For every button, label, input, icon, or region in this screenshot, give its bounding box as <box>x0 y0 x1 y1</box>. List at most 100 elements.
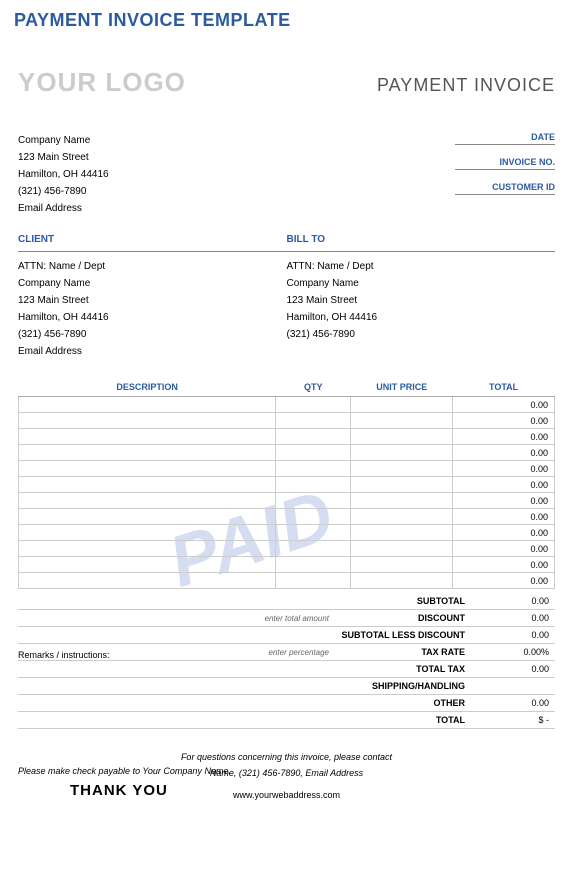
page-title: PAYMENT INVOICE TEMPLATE <box>0 0 573 31</box>
table-cell[interactable] <box>19 509 276 525</box>
totals-row: TOTAL TAX0.00 <box>18 661 555 678</box>
table-cell[interactable] <box>276 525 351 541</box>
table-cell[interactable] <box>19 525 276 541</box>
table-cell[interactable] <box>19 493 276 509</box>
table-cell[interactable] <box>276 445 351 461</box>
table-cell[interactable] <box>276 493 351 509</box>
footer-web: www.yourwebaddress.com <box>18 787 555 803</box>
table-cell[interactable] <box>351 493 453 509</box>
table-cell[interactable]: 0.00 <box>453 413 555 429</box>
table-cell[interactable] <box>276 429 351 445</box>
client-header: CLIENT <box>18 231 287 252</box>
table-cell[interactable] <box>19 397 276 413</box>
table-cell[interactable] <box>351 525 453 541</box>
billto-header: BILL TO <box>287 231 556 252</box>
table-cell[interactable]: 0.00 <box>453 541 555 557</box>
table-cell[interactable] <box>276 413 351 429</box>
totals-value: $ - <box>465 715 555 725</box>
customer-id-label: CUSTOMER ID <box>455 182 555 195</box>
table-cell[interactable] <box>351 509 453 525</box>
totals-label: SUBTOTAL LESS DISCOUNT <box>335 630 465 640</box>
totals-label: SUBTOTAL <box>335 596 465 606</box>
company-email: Email Address <box>18 200 109 217</box>
client-phone: (321) 456-7890 <box>18 326 287 343</box>
table-cell[interactable]: 0.00 <box>453 461 555 477</box>
billto-city: Hamilton, OH 44416 <box>287 309 556 326</box>
client-email: Email Address <box>18 343 287 360</box>
table-cell[interactable] <box>351 477 453 493</box>
table-row: 0.00 <box>19 525 555 541</box>
billto-street: 123 Main Street <box>287 292 556 309</box>
table-row: 0.00 <box>19 557 555 573</box>
table-row: 0.00 <box>19 413 555 429</box>
table-cell[interactable] <box>276 509 351 525</box>
logo-placeholder: YOUR LOGO <box>18 67 186 98</box>
table-row: 0.00 <box>19 509 555 525</box>
table-cell[interactable] <box>351 445 453 461</box>
totals-value: 0.00 <box>465 613 555 623</box>
table-cell[interactable]: 0.00 <box>453 493 555 509</box>
table-cell[interactable] <box>19 429 276 445</box>
table-cell[interactable] <box>19 445 276 461</box>
table-cell[interactable] <box>276 477 351 493</box>
company-street: 123 Main Street <box>18 149 109 166</box>
table-cell[interactable]: 0.00 <box>453 477 555 493</box>
table-cell[interactable] <box>351 573 453 589</box>
table-cell[interactable]: 0.00 <box>453 509 555 525</box>
table-cell[interactable] <box>351 397 453 413</box>
table-cell[interactable] <box>351 413 453 429</box>
client-city: Hamilton, OH 44416 <box>18 309 287 326</box>
totals-hint: enter percentage <box>269 648 330 657</box>
invoice-meta: DATE INVOICE NO. CUSTOMER ID <box>455 132 555 217</box>
billto-block: BILL TO ATTN: Name / Dept Company Name 1… <box>287 231 556 360</box>
totals-label: TAX RATE <box>335 647 465 657</box>
table-cell[interactable] <box>276 541 351 557</box>
totals-label: TOTAL <box>335 715 465 725</box>
billto-name: Company Name <box>287 275 556 292</box>
table-cell[interactable]: 0.00 <box>453 573 555 589</box>
table-cell[interactable]: 0.00 <box>453 429 555 445</box>
table-cell[interactable] <box>19 541 276 557</box>
table-cell[interactable] <box>19 573 276 589</box>
line-items-table: DESCRIPTION QTY UNIT PRICE TOTAL 0.000.0… <box>18 378 555 589</box>
table-cell[interactable] <box>19 477 276 493</box>
table-cell[interactable] <box>351 461 453 477</box>
totals-label: DISCOUNT <box>335 613 465 623</box>
col-total: TOTAL <box>453 378 555 397</box>
invoice-no-label: INVOICE NO. <box>455 157 555 170</box>
table-cell[interactable] <box>276 573 351 589</box>
totals-row: SUBTOTAL0.00 <box>18 593 555 610</box>
totals-row: enter total amount DISCOUNT0.00 <box>18 610 555 627</box>
footer-line1: For questions concerning this invoice, p… <box>18 749 555 765</box>
table-cell[interactable] <box>19 461 276 477</box>
col-description: DESCRIPTION <box>19 378 276 397</box>
client-street: 123 Main Street <box>18 292 287 309</box>
table-cell[interactable] <box>351 429 453 445</box>
table-row: 0.00 <box>19 477 555 493</box>
table-cell[interactable] <box>19 557 276 573</box>
table-row: 0.00 <box>19 429 555 445</box>
table-cell[interactable]: 0.00 <box>453 445 555 461</box>
table-cell[interactable] <box>19 413 276 429</box>
totals-row: SUBTOTAL LESS DISCOUNT0.00 <box>18 627 555 644</box>
table-cell[interactable] <box>351 557 453 573</box>
col-qty: QTY <box>276 378 351 397</box>
date-label: DATE <box>455 132 555 145</box>
table-row: 0.00 <box>19 493 555 509</box>
table-cell[interactable] <box>276 557 351 573</box>
totals-label: TOTAL TAX <box>335 664 465 674</box>
footer-line2: Name, (321) 456-7890, Email Address <box>18 765 555 781</box>
table-cell[interactable]: 0.00 <box>453 525 555 541</box>
table-cell[interactable]: 0.00 <box>453 557 555 573</box>
table-cell[interactable] <box>276 461 351 477</box>
col-unit-price: UNIT PRICE <box>351 378 453 397</box>
table-cell[interactable] <box>276 397 351 413</box>
totals-value: 0.00% <box>465 647 555 657</box>
table-cell[interactable]: 0.00 <box>453 397 555 413</box>
client-attn: ATTN: Name / Dept <box>18 258 287 275</box>
totals-row: OTHER0.00 <box>18 695 555 712</box>
table-cell[interactable] <box>351 541 453 557</box>
footer: For questions concerning this invoice, p… <box>18 749 555 804</box>
totals-row: TOTAL$ - <box>18 712 555 729</box>
totals-hint: enter total amount <box>265 614 329 623</box>
